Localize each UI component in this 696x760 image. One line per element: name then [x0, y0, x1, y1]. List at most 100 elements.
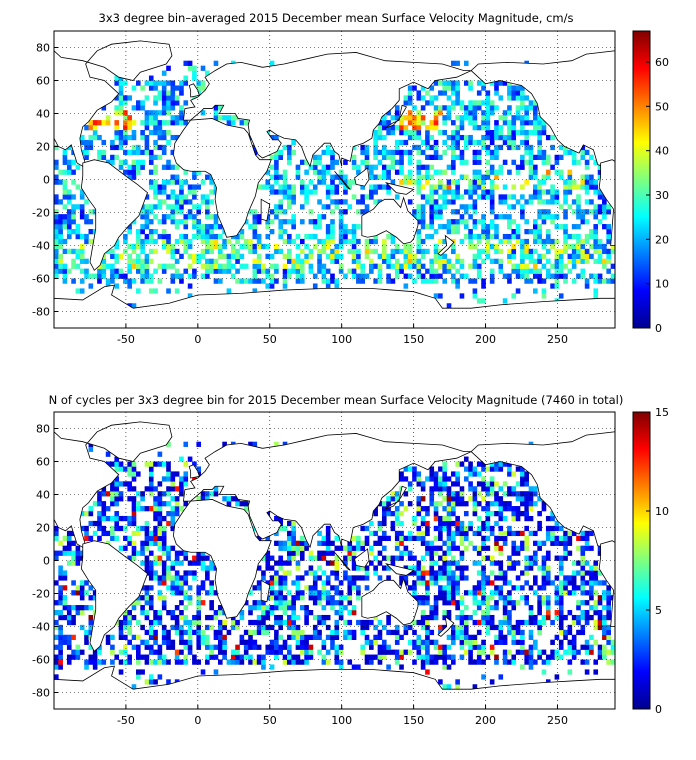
- bin-cell: [179, 585, 184, 591]
- bin-cell: [304, 159, 309, 165]
- bin-cell: [269, 209, 275, 215]
- bin-cell: [442, 496, 447, 502]
- bin-cell: [71, 634, 76, 640]
- bin-cell: [144, 115, 150, 121]
- bin-cell: [170, 179, 176, 185]
- bin-cell: [347, 229, 353, 235]
- bin-cell: [317, 614, 322, 621]
- bin-cell: [170, 580, 176, 586]
- bin-cell: [489, 243, 495, 250]
- bin-cell: [157, 575, 163, 581]
- bin-cell: [420, 486, 426, 492]
- bin-cell: [351, 164, 357, 170]
- bin-cell: [563, 585, 568, 591]
- bin-cell: [192, 614, 197, 621]
- bin-cell: [403, 95, 409, 101]
- bin-cell: [463, 565, 469, 571]
- x-tick-label: 250: [547, 333, 568, 346]
- bin-cell: [79, 209, 85, 215]
- bin-cell: [494, 511, 499, 517]
- bin-cell: [468, 278, 473, 284]
- bin-cell: [429, 233, 435, 240]
- bin-cell: [110, 461, 115, 467]
- bin-cell: [489, 154, 495, 160]
- bin-cell: [476, 654, 482, 660]
- bin-cell: [261, 278, 266, 284]
- bin-cell: [79, 278, 85, 284]
- bin-cell: [511, 545, 517, 551]
- bin-cell: [295, 273, 301, 279]
- landmass: [53, 412, 173, 548]
- bin-cell: [153, 515, 158, 522]
- bin-cell: [498, 575, 504, 581]
- bin-cell: [299, 189, 305, 195]
- bin-cell: [476, 570, 482, 576]
- bin-cell: [494, 481, 499, 487]
- bin-cell: [511, 134, 517, 141]
- bin-cell: [135, 238, 141, 245]
- bin-cell: [533, 639, 538, 645]
- bin-cell: [386, 253, 391, 259]
- bin-cell: [580, 248, 586, 255]
- bin-cell: [524, 580, 529, 586]
- bin-cell: [144, 530, 150, 537]
- bin-cell: [515, 491, 521, 497]
- bin-cell: [325, 169, 331, 175]
- bin-cell: [317, 154, 322, 160]
- bin-cell: [170, 100, 176, 106]
- bin-cell: [299, 540, 305, 546]
- bin-cell: [485, 238, 491, 245]
- bin-cell: [58, 258, 63, 264]
- bin-cell: [127, 486, 132, 492]
- bin-cell: [606, 659, 611, 665]
- bin-cell: [58, 664, 63, 670]
- bin-cell: [472, 149, 478, 156]
- bin-cell: [148, 550, 154, 556]
- bin-cell: [425, 520, 430, 527]
- bin-cell: [386, 575, 391, 581]
- bin-cell: [269, 580, 275, 586]
- bin-cell: [399, 164, 404, 170]
- bin-cell: [304, 654, 309, 660]
- bin-cell: [567, 204, 573, 210]
- bin-cell: [304, 585, 309, 591]
- bin-cell: [196, 85, 202, 91]
- bin-cell: [425, 525, 430, 532]
- bin-cell: [66, 659, 72, 665]
- bin-cell: [157, 535, 163, 541]
- bin-cell: [364, 194, 370, 200]
- bin-cell: [524, 179, 529, 185]
- bin-cell: [451, 263, 456, 269]
- bin-cell: [140, 605, 145, 611]
- bin-cell: [459, 159, 465, 165]
- bin-cell: [602, 278, 607, 284]
- bin-cell: [66, 199, 72, 205]
- bin-cell: [269, 184, 275, 190]
- bin-cell: [507, 125, 512, 131]
- bin-cell: [282, 229, 288, 235]
- bin-cell: [308, 179, 314, 185]
- bin-cell: [537, 154, 542, 160]
- bin-cell: [433, 253, 439, 259]
- bin-cell: [433, 570, 439, 576]
- bin-cell: [489, 679, 495, 685]
- bin-cell: [213, 238, 219, 245]
- bin-cell: [589, 575, 594, 581]
- bin-cell: [205, 555, 210, 561]
- bin-cell: [209, 229, 214, 235]
- bin-cell: [403, 575, 409, 581]
- bin-cell: [420, 214, 426, 220]
- bin-cell: [123, 610, 128, 616]
- bin-cell: [54, 550, 59, 556]
- bin-cell: [498, 263, 504, 269]
- bin-cell: [425, 639, 430, 645]
- bin-cell: [481, 614, 486, 621]
- bin-cell: [118, 461, 124, 467]
- bin-cell: [507, 194, 512, 200]
- bin-cell: [507, 619, 512, 626]
- bin-cell: [442, 238, 447, 245]
- bin-cell: [420, 659, 426, 665]
- bin-cell: [135, 674, 141, 680]
- bin-cell: [170, 174, 176, 180]
- bin-cell: [442, 184, 447, 190]
